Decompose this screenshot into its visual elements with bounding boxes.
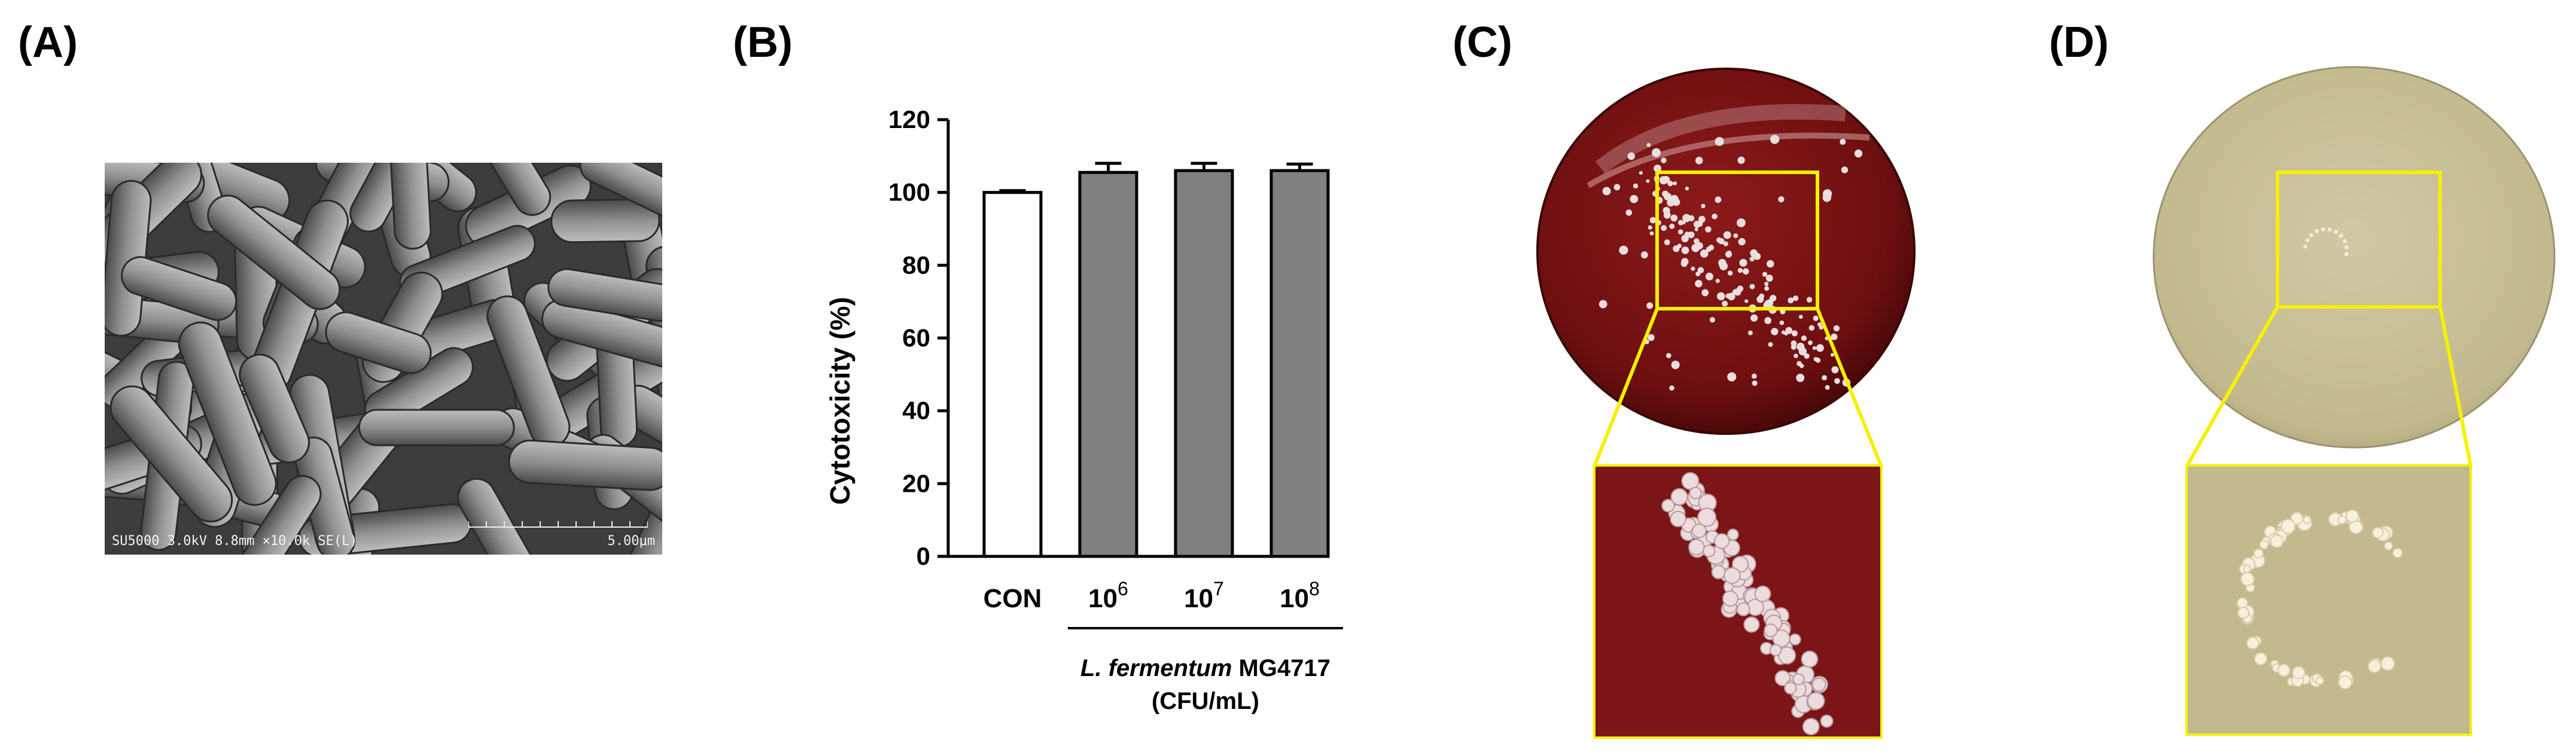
bar-3 (1174, 169, 1234, 558)
sem-caption-text: SU5000 3.0kV 8.8mm ×10.0k SE(L) (112, 533, 358, 549)
mrs-agar-zoom (2187, 465, 2471, 735)
bar-4 (1269, 169, 1330, 558)
group-label: L. fermentum MG4717 (1080, 655, 1330, 681)
y-tick-label: 120 (888, 105, 930, 133)
x-tick-label: 106 (1088, 578, 1128, 613)
group-label-strain: MG4717 (1232, 655, 1330, 681)
y-tick-label: 80 (902, 251, 930, 279)
zoom-region-box (1655, 171, 1819, 310)
x-tick-label: CON (983, 584, 1042, 613)
mrs-agar-plate (2151, 66, 2557, 449)
sem-rods-image (105, 163, 662, 555)
blood-agar-plate (1534, 66, 1917, 437)
x-tick-label: 107 (1184, 578, 1224, 613)
sem-micrograph: SU5000 3.0kV 8.8mm ×10.0k SE(L) 5.00μm (105, 163, 662, 555)
panel-label-d: (D) (2049, 19, 2109, 66)
blood-agar-zoom (1594, 465, 1881, 738)
sem-scale-label: 5.00μm (607, 533, 655, 549)
panel-label-b: (B) (733, 19, 793, 66)
cytotoxicity-chart: 0 20 40 60 80 100 120 CON 106 107 108 Cytotoxicit… (824, 105, 1343, 714)
zoom-region-box (2276, 171, 2442, 309)
bar-1 (982, 191, 1043, 558)
sem-scale-bar (468, 521, 648, 528)
y-tick-label: 0 (916, 542, 930, 570)
panel-label-c: (C) (1453, 19, 1512, 66)
y-axis-label: Cytotoxicity (%) (824, 297, 855, 505)
y-tick-label: 100 (888, 178, 930, 206)
y-tick-label: 60 (902, 324, 930, 352)
bar-2 (1078, 171, 1138, 558)
group-label-species: L. fermentum (1080, 655, 1232, 681)
y-tick-label: 20 (902, 469, 930, 497)
sem-caption: SU5000 3.0kV 8.8mm ×10.0k SE(L) 5.00μm (105, 527, 662, 555)
group-unit-label: (CFU/mL) (1152, 688, 1259, 714)
chart-axes: 0 20 40 60 80 100 120 (888, 105, 1322, 570)
panel-label-a: (A) (18, 19, 78, 66)
y-tick-label: 40 (902, 397, 930, 425)
x-tick-label: 108 (1280, 578, 1320, 613)
